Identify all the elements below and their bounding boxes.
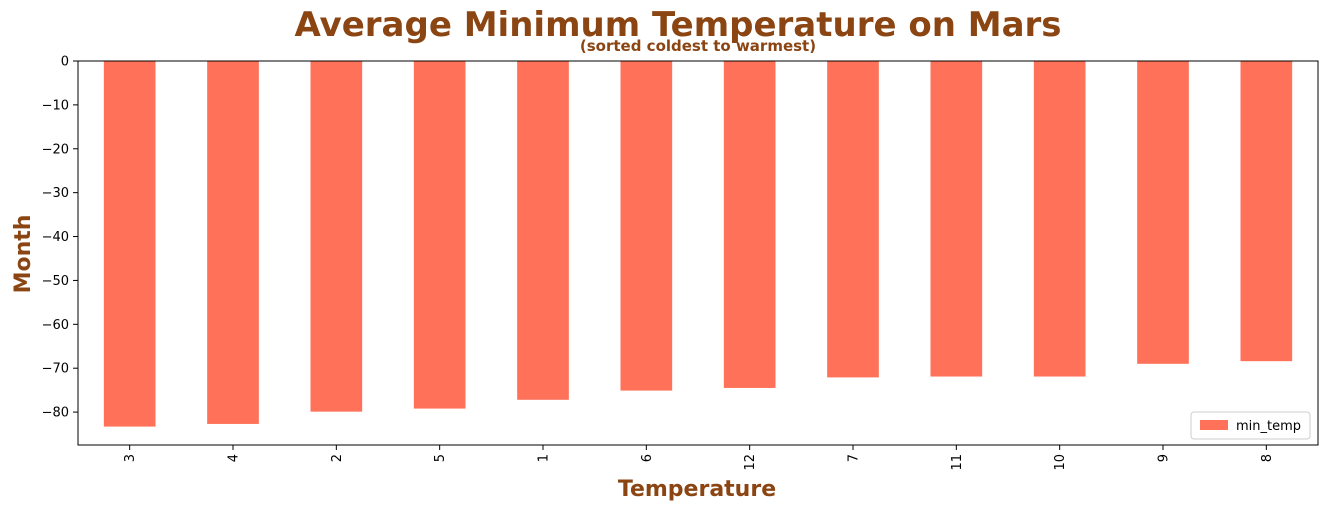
x-tick-label: 11 [950, 454, 965, 471]
y-tick-label: −80 [42, 406, 69, 421]
bar-8 [1240, 61, 1293, 362]
axes-group: 0 −10 −20 −30 −40 −50 −60 −70 −80 3 4 2 5 1 6 12 7 11 10 9 8 [42, 55, 1319, 471]
bar-5 [413, 61, 466, 409]
bars-group [103, 61, 1293, 427]
legend-label: min_temp [1236, 419, 1301, 434]
bar-7 [827, 61, 879, 378]
x-tick-label: 9 [1157, 454, 1172, 462]
y-tick-label: −40 [42, 230, 69, 245]
y-tick-label: −30 [42, 186, 69, 201]
y-axis-label: Month [11, 215, 36, 294]
y-tick-label: −10 [42, 98, 69, 113]
x-tick-label: 2 [330, 454, 345, 462]
y-tick-label: −70 [42, 362, 69, 377]
bar-10 [1033, 61, 1086, 377]
bar-9 [1137, 61, 1189, 364]
chart-subtitle: (sorted coldest to warmest) [580, 37, 816, 55]
bar-4 [207, 61, 259, 424]
plot-frame [77, 60, 1319, 446]
x-axis-label: Temperature [618, 477, 776, 502]
x-tick-label: 12 [743, 454, 758, 471]
legend: min_temp [1190, 411, 1311, 440]
bar-3 [103, 61, 156, 427]
bar-1 [517, 61, 569, 400]
bar-11 [930, 61, 983, 377]
bar-2 [310, 61, 363, 412]
legend-box [1190, 411, 1311, 440]
x-tick-label: 1 [537, 454, 552, 462]
y-tick-label: −20 [42, 142, 69, 157]
x-tick-label: 7 [847, 454, 862, 462]
x-tick-label: 6 [640, 454, 655, 462]
x-tick-label: 5 [433, 454, 448, 462]
legend-swatch [1200, 420, 1228, 430]
x-tick-label: 8 [1260, 454, 1275, 462]
bar-6 [620, 61, 673, 391]
x-tick-label: 3 [123, 454, 138, 462]
chart-title: Average Minimum Temperature on Mars [294, 5, 1061, 45]
y-tick-label: 0 [61, 55, 69, 70]
y-tick-label: −50 [42, 274, 69, 289]
x-tick-label: 10 [1053, 454, 1068, 471]
bar-12 [723, 61, 776, 388]
x-tick-label: 4 [227, 454, 242, 462]
y-tick-label: −60 [42, 318, 69, 333]
